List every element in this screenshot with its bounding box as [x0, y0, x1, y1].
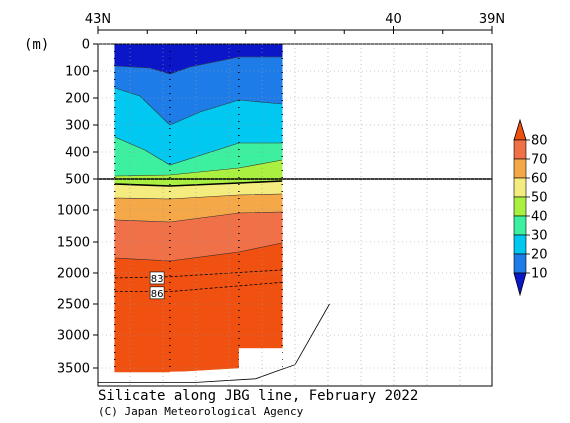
contour-line: [114, 87, 283, 126]
contour-label: 83: [151, 274, 164, 285]
colorbar-label: 40: [531, 210, 548, 225]
contour-line: [114, 193, 283, 200]
contour-line: [114, 136, 283, 166]
y-axis-unit-label: (m): [24, 37, 49, 53]
colorbar-box: [513, 234, 527, 255]
colorbar: 80 70 60 50 40 30 20 10: [513, 118, 548, 297]
bottom-mask: [238, 348, 283, 386]
x-tick-label: 43N: [85, 12, 111, 27]
colorbar-box: [513, 177, 527, 198]
station-markers: [114, 44, 283, 372]
colorbar-box: [513, 196, 527, 217]
contour-line-83: [114, 269, 283, 279]
y-tick-label: 2000: [57, 267, 90, 282]
bottom-mask: [169, 371, 239, 386]
colorbar-box: [513, 158, 527, 179]
y-tick-label: 3500: [57, 362, 90, 377]
y-tick-label: 200: [65, 92, 90, 107]
colorbar-box: [513, 253, 527, 274]
y-tick-label: 3000: [57, 329, 90, 344]
contour-line-86: [114, 281, 283, 292]
y-tick-label: 0: [82, 38, 90, 53]
x-tick-label: 39N: [479, 12, 505, 27]
y-tick-label: 2500: [57, 298, 90, 313]
y-tick-label: 1500: [57, 236, 90, 251]
bottom-mask: [114, 376, 170, 386]
colorbar-label: 70: [531, 153, 548, 168]
colorbar-bottom-arrow: [513, 272, 527, 297]
y-tick-label: 1000: [57, 204, 90, 219]
colorbar-label: 10: [531, 267, 548, 282]
contour-line: [114, 211, 283, 223]
colorbar-label: 60: [531, 172, 548, 187]
plot-frame: [97, 43, 493, 387]
y-tick-label: 500: [65, 173, 90, 188]
colorbar-top-arrow: [513, 118, 527, 141]
y-tick-label: 400: [65, 146, 90, 161]
contour-line: [114, 180, 283, 187]
bottom-line: [98, 303, 330, 383]
colorbar-label: 80: [531, 134, 548, 149]
y-tick-label: 300: [65, 119, 90, 134]
colorbar-label: 50: [531, 191, 548, 206]
contour-label-box: [149, 286, 165, 300]
contour-label-box: [149, 271, 165, 285]
chart-title: Silicate along JBG line, February 2022: [98, 388, 419, 404]
x-tick-label: 40: [385, 12, 402, 27]
contour-fills: [114, 43, 283, 373]
axes: 43N 40 39N 0 100 200 300 400 500 1000 1500 2000 2500…: [57, 12, 505, 377]
colorbar-box: [513, 139, 527, 160]
colorbar-label: 30: [531, 229, 548, 244]
chart-credit: (C) Japan Meteorological Agency: [98, 405, 304, 418]
contour-lines: [114, 56, 283, 292]
bottom-topography: [98, 303, 330, 386]
contour-line: [114, 242, 283, 262]
contour-label: 86: [151, 289, 164, 300]
contour-line: [114, 159, 283, 177]
colorbar-label: 20: [531, 248, 548, 263]
colorbar-box: [513, 215, 527, 236]
y-tick-label: 100: [65, 65, 90, 80]
contour-line: [114, 56, 283, 75]
